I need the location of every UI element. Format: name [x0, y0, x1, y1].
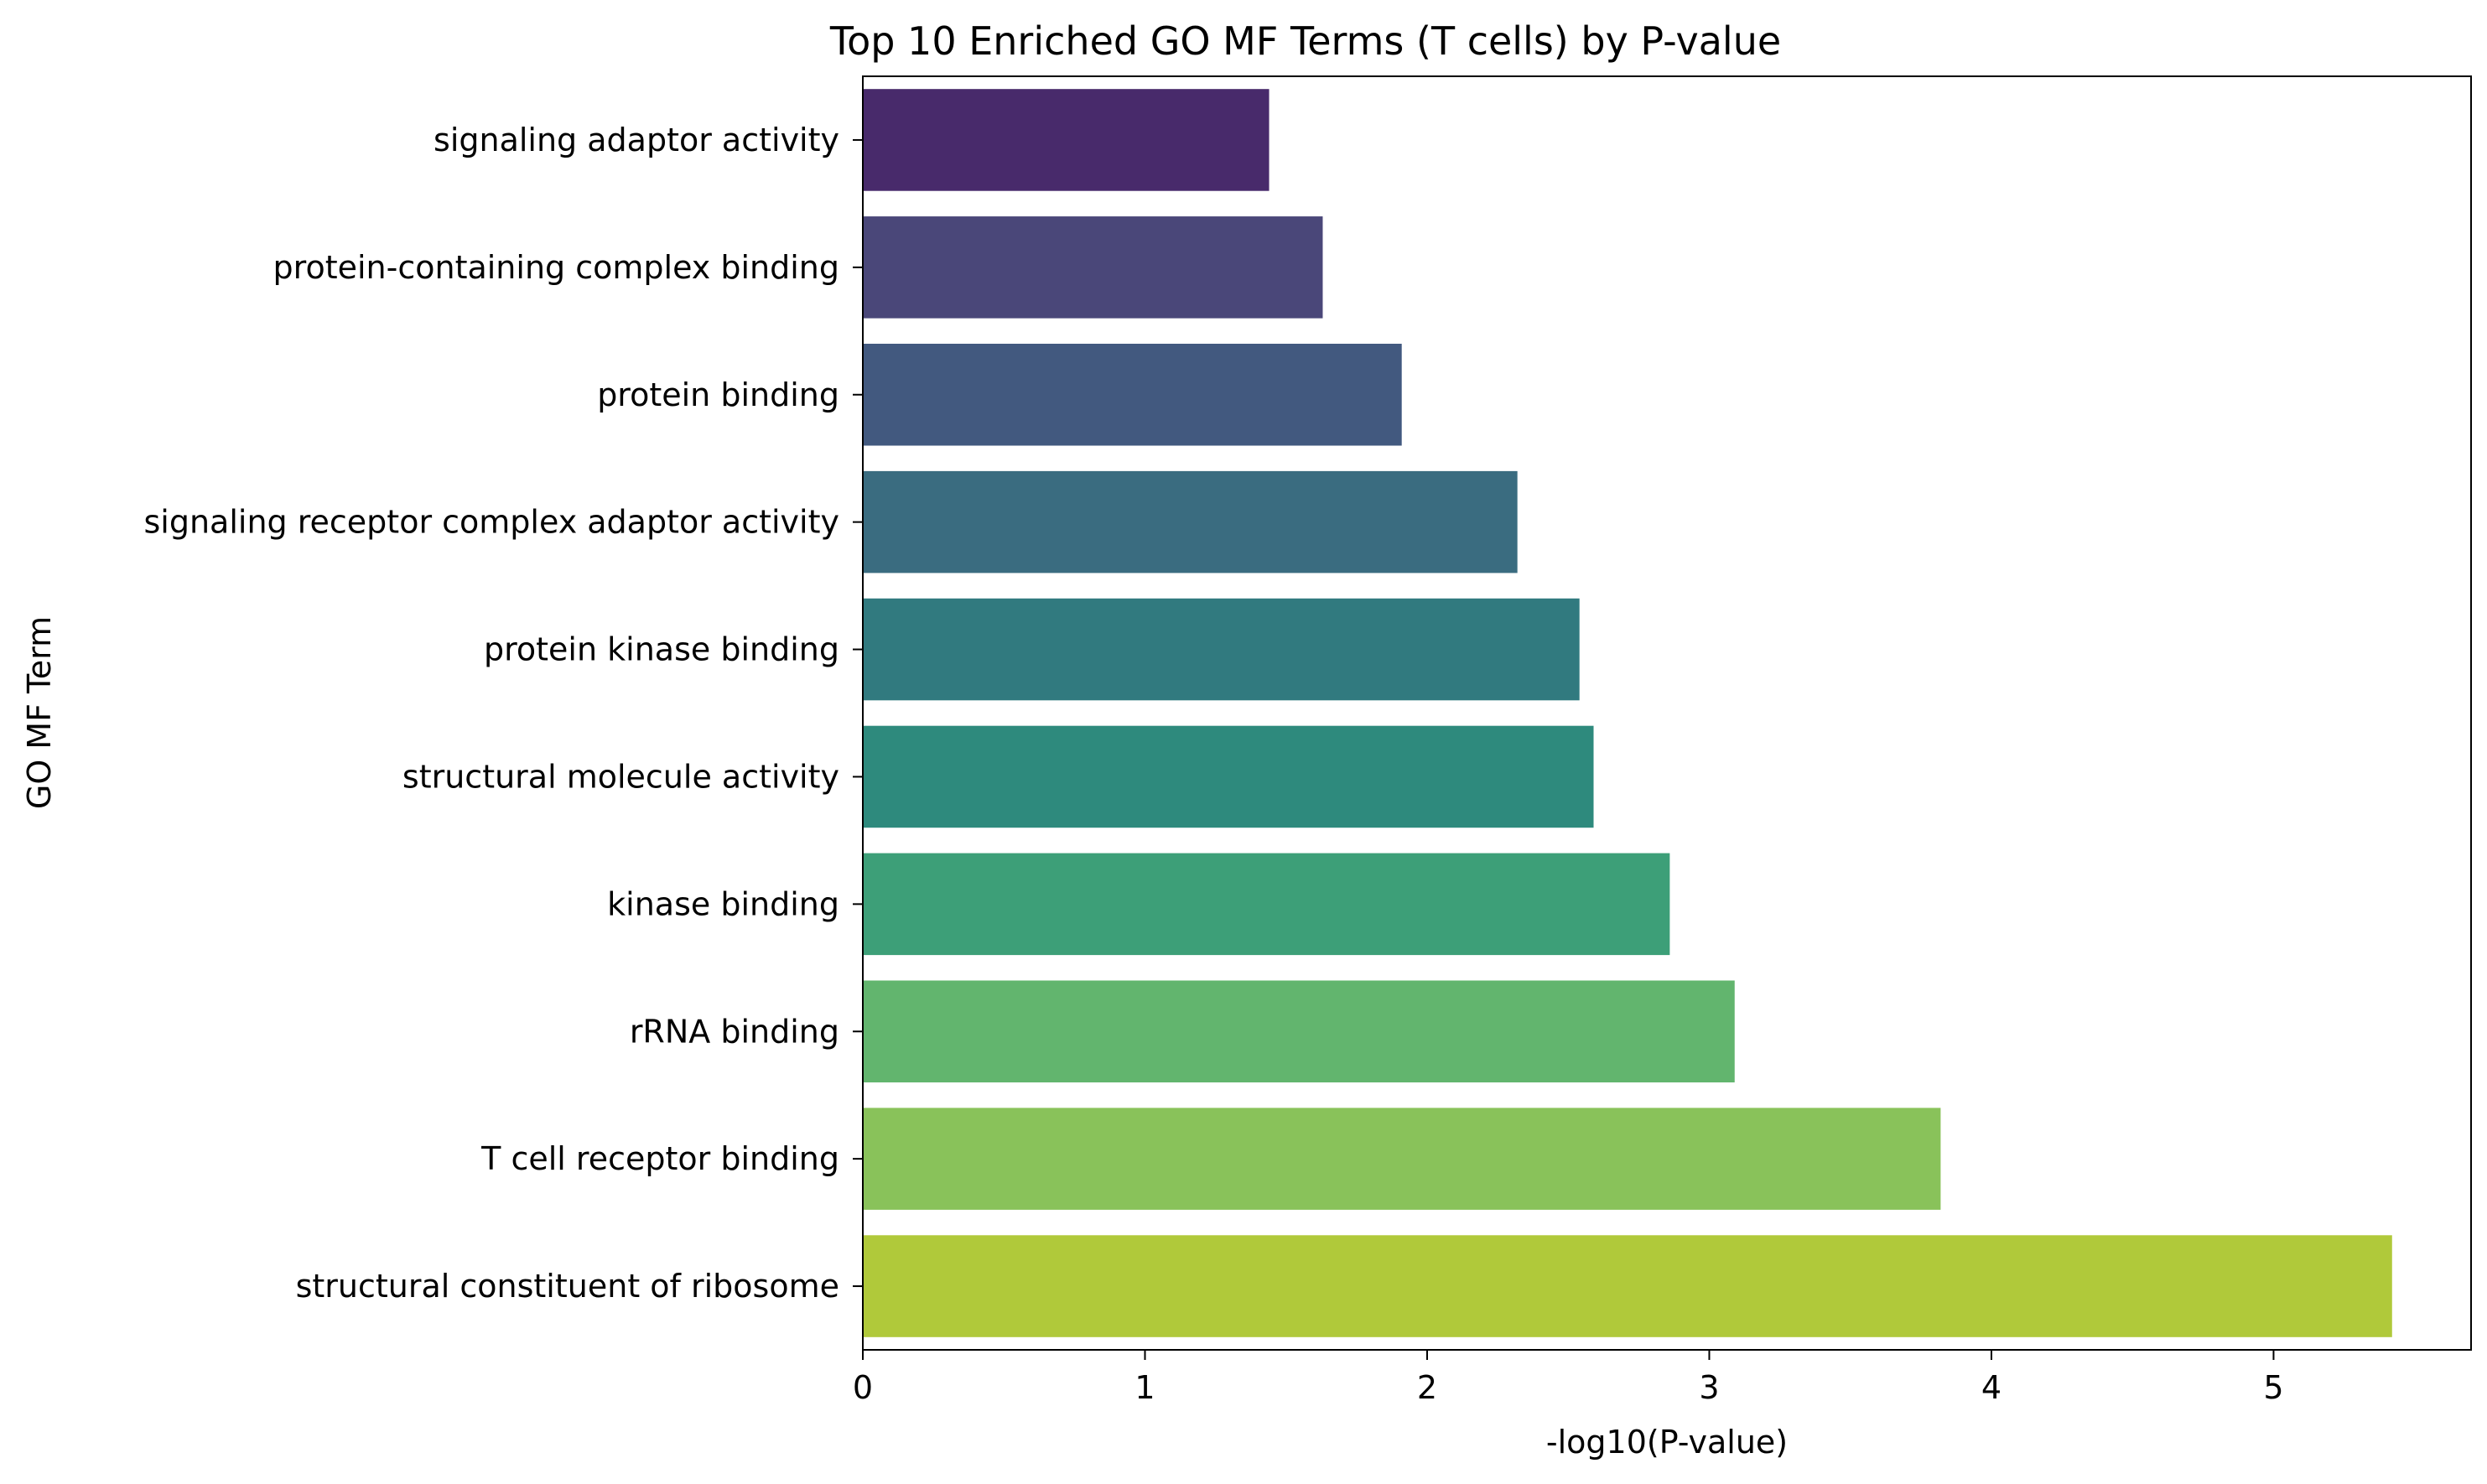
y-axis-label: GO MF Term [21, 616, 58, 809]
bar [863, 1108, 1941, 1210]
bar [863, 725, 1594, 828]
bar [863, 598, 1580, 701]
x-tick-label: 0 [853, 1369, 873, 1406]
y-tick-label: structural constituent of ribosome [296, 1268, 839, 1305]
y-tick-label: signaling receptor complex adaptor activ… [143, 504, 839, 541]
bar [863, 343, 1402, 446]
y-tick-label: structural molecule activity [402, 758, 839, 795]
y-tick-label: T cell receptor binding [480, 1140, 839, 1177]
bar [863, 216, 1323, 319]
x-axis-label: -log10(P-value) [1546, 1424, 1788, 1461]
x-tick-label: 2 [1417, 1369, 1437, 1406]
x-tick-label: 3 [1699, 1369, 1719, 1406]
bar [863, 980, 1735, 1083]
y-tick-label: protein binding [597, 376, 839, 413]
plot-frame [862, 75, 2472, 1351]
y-tick-label: protein-containing complex binding [273, 249, 839, 286]
y-tick-label: protein kinase binding [484, 631, 839, 668]
bars-layer [863, 89, 2392, 1337]
x-axis-ticks: 0 1 2 3 4 5 [853, 1350, 2284, 1406]
x-tick-label: 4 [1981, 1369, 2002, 1406]
bar [863, 470, 1518, 573]
y-tick-label: kinase binding [607, 885, 839, 922]
x-tick-label: 5 [2263, 1369, 2283, 1406]
y-tick-label: signaling adaptor activity [434, 122, 839, 158]
bar [863, 853, 1670, 956]
x-tick-label: 1 [1134, 1369, 1155, 1406]
chart-title: Top 10 Enriched GO MF Terms (T cells) by… [829, 18, 1781, 64]
y-tick-label: rRNA binding [630, 1013, 839, 1050]
bar [863, 1235, 2392, 1337]
y-axis-ticks: signaling adaptor activity protein-contai… [143, 122, 863, 1305]
bar [863, 89, 1269, 191]
